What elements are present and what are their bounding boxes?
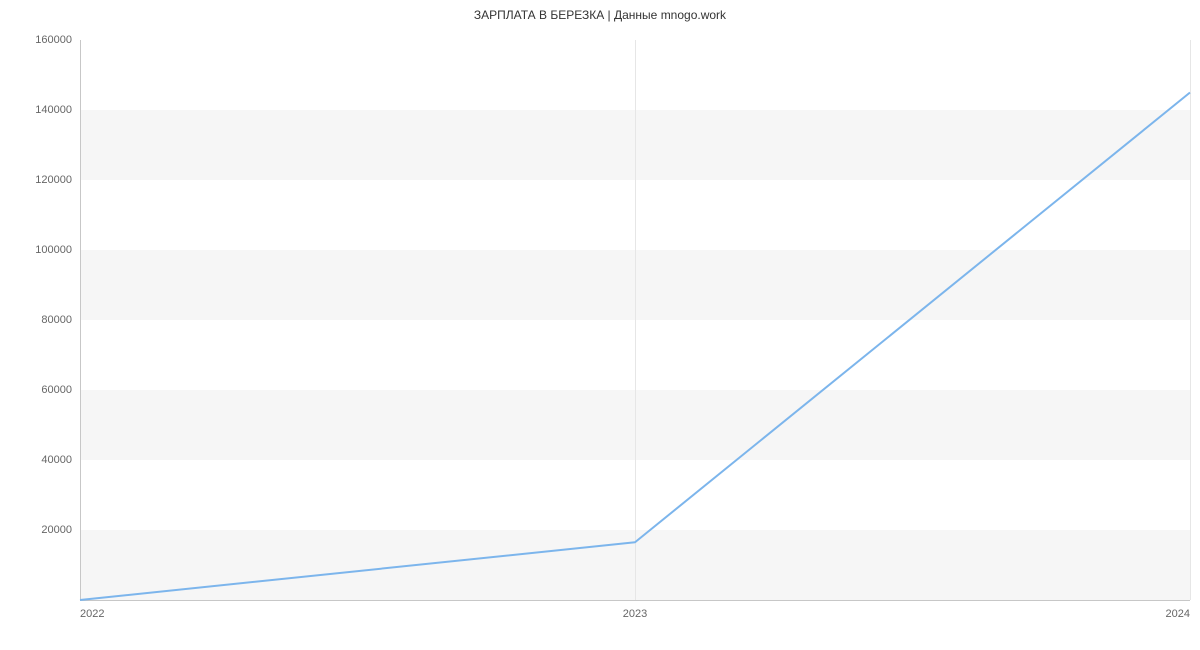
- x-tick-label: 2022: [80, 608, 104, 620]
- series-line-salary: [80, 93, 1190, 601]
- y-tick-label: 160000: [35, 34, 72, 46]
- y-tick-label: 40000: [41, 454, 72, 466]
- line-layer: [80, 40, 1190, 600]
- x-tick-label: 2023: [623, 608, 647, 620]
- plot-area: 2000040000600008000010000012000014000016…: [80, 40, 1190, 600]
- y-tick-label: 60000: [41, 384, 72, 396]
- y-tick-label: 140000: [35, 104, 72, 116]
- y-tick-label: 100000: [35, 244, 72, 256]
- y-tick-label: 120000: [35, 174, 72, 186]
- y-tick-label: 80000: [41, 314, 72, 326]
- y-tick-label: 20000: [41, 524, 72, 536]
- x-tick-label: 2024: [1166, 608, 1190, 620]
- x-axis-line: [80, 600, 1190, 601]
- chart-title: ЗАРПЛАТА В БЕРЕЗКА | Данные mnogo.work: [0, 8, 1200, 22]
- chart-container: ЗАРПЛАТА В БЕРЕЗКА | Данные mnogo.work 2…: [0, 0, 1200, 650]
- x-grid-line: [1190, 40, 1191, 600]
